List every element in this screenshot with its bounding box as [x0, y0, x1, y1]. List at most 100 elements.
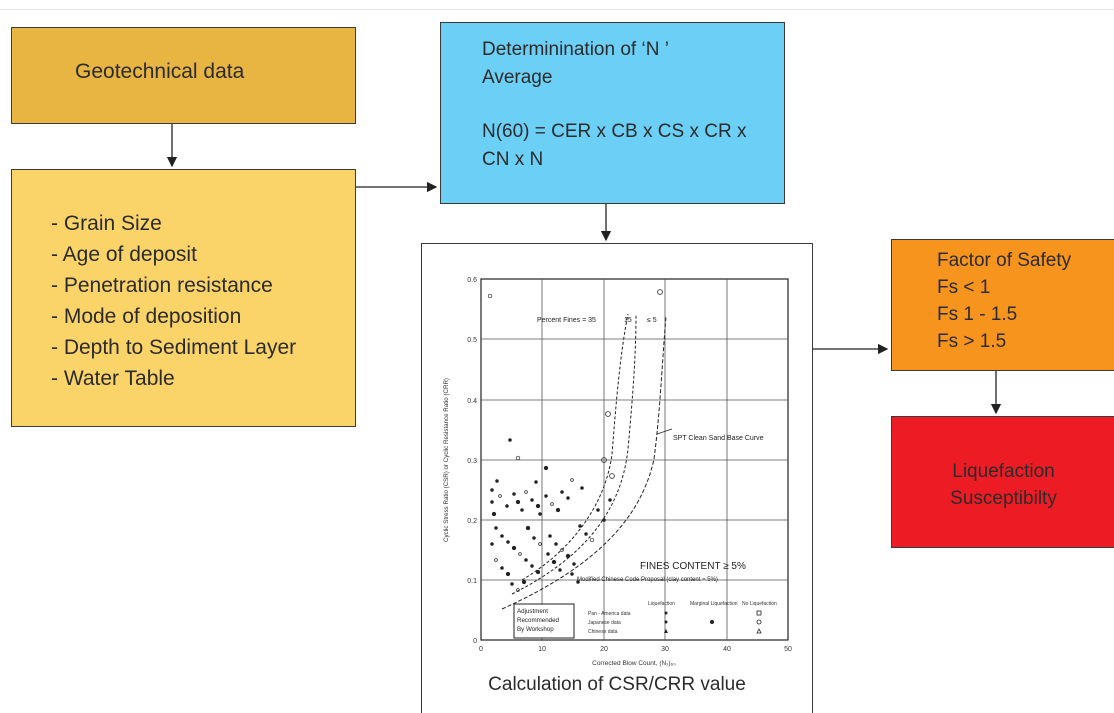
- scatter-point: [498, 494, 502, 498]
- curve-fines-5: [501, 315, 667, 610]
- scatter-point: [508, 438, 512, 442]
- legend-row-pan-america: Pan - America data: [588, 611, 631, 617]
- legend-row-chinese: Chinese data: [588, 629, 618, 635]
- legend-markers: [664, 610, 762, 634]
- y-tick-0-1: 0.1: [467, 578, 477, 585]
- y-tick-0-3: 0.3: [467, 458, 477, 465]
- fs-greater-than-1-5: Fs > 1.5: [937, 331, 1007, 352]
- scatter-point: [525, 525, 531, 531]
- scatter-point: [505, 571, 511, 577]
- y-tick-0-2: 0.2: [467, 518, 477, 525]
- x-tick-50: 50: [784, 646, 792, 653]
- scatter-point: [490, 500, 494, 504]
- scatter-point: [516, 588, 520, 592]
- scatter-point: [535, 503, 541, 509]
- parameter-water-table: - Water Table: [51, 367, 175, 390]
- x-axis-label: Corrected Blow Count, (N₁)₆₀: [592, 660, 676, 667]
- factor-of-safety-box: Factor of Safety Fs < 1 Fs 1 - 1.5 Fs > …: [891, 239, 1114, 371]
- percent-fines-15-label: 15: [624, 317, 632, 324]
- scatter-point: [548, 534, 552, 538]
- liquefaction-susceptibility-label: Liquefaction Susceptibilty: [892, 458, 1114, 512]
- scatter-point: [518, 552, 522, 556]
- parameter-penetration-resistance: - Penetration resistance: [51, 274, 273, 297]
- legend-header-no-liquefaction: No Liquefaction: [742, 601, 777, 607]
- curve-fines-15: [511, 313, 637, 595]
- scatter-point: [566, 496, 570, 500]
- scatter-point: [560, 490, 564, 494]
- plot-legend: Liquefaction Marginal Liquefaction No Li…: [588, 601, 777, 635]
- parameter-list: - Grain Size - Age of deposit - Penetrat…: [51, 208, 296, 394]
- scatter-point-open: [601, 457, 607, 463]
- scatter-point: [530, 498, 534, 502]
- geotechnical-data-box: Geotechnical data: [11, 27, 356, 124]
- curve-fines-35: [521, 313, 629, 581]
- y-tick-0: 0: [473, 638, 477, 645]
- parameter-age-of-deposit: - Age of deposit: [51, 243, 197, 266]
- x-tick-10: 10: [538, 646, 546, 653]
- scatter-point: [515, 499, 521, 505]
- scatter-point: [570, 478, 574, 482]
- adjustment-line2: Recommended: [517, 617, 560, 624]
- scatter-point: [487, 293, 493, 299]
- top-divider: [0, 9, 1114, 10]
- fs-less-than-1: Fs < 1: [937, 277, 991, 298]
- parameter-mode-of-deposition: - Mode of deposition: [51, 305, 242, 328]
- scatter-point: [543, 465, 549, 471]
- scatter-point: [576, 580, 580, 584]
- scatter-point: [584, 532, 588, 536]
- scatter-point: [551, 559, 557, 565]
- x-tick-40: 40: [723, 646, 731, 653]
- n-average-box: Determinination of ‘N ’ Average N(60) = …: [440, 22, 785, 204]
- scatter-point: [524, 558, 528, 562]
- csr-crr-chart-box: 0.6 0.5 0.4 0.3 0.2 0.1 0 0 10 20 30 40 …: [421, 243, 813, 713]
- liquefaction-label-line2: Susceptibilty: [950, 488, 1057, 509]
- plot-grid: [481, 279, 788, 640]
- x-tick-30: 30: [661, 646, 669, 653]
- legend-header-marginal: Marginal Liquefaction: [690, 601, 738, 607]
- scatter-point: [560, 548, 564, 552]
- percent-fines-5-label: ≤ 5: [647, 317, 657, 324]
- n-average-title: Determinination of ‘N ’: [482, 39, 669, 60]
- scatter-point: [572, 562, 576, 566]
- scatter-point: [532, 536, 536, 540]
- spt-base-curve-label: SPT Clean Sand Base Curve: [673, 435, 764, 442]
- legend-row-japanese: Japanese data: [588, 620, 621, 626]
- x-tick-20: 20: [600, 646, 608, 653]
- liquefaction-susceptibility-box: Liquefaction Susceptibilty: [891, 416, 1114, 548]
- geotechnical-parameters-box: - Grain Size - Age of deposit - Penetrat…: [11, 169, 356, 427]
- scatter-point: [565, 553, 571, 559]
- scatter-point: [500, 534, 504, 538]
- scatter-point: [495, 479, 499, 483]
- scatter-point: [546, 552, 550, 556]
- fines-content-label: FINES CONTENT ≥ 5%: [640, 561, 746, 572]
- plot-frame: [480, 278, 789, 641]
- scatter-point: [580, 486, 584, 490]
- scatter-point: [578, 524, 582, 528]
- scatter-point: [490, 488, 494, 492]
- y-tick-0-4: 0.4: [467, 398, 477, 405]
- scatter-point: [491, 511, 497, 517]
- scatter-point: [570, 572, 574, 576]
- adjustment-line3: By Workshop: [517, 626, 554, 633]
- n60-formula-line1: N(60) = CER x CB x CS x CR x: [482, 121, 747, 142]
- scatter-point: [521, 579, 527, 585]
- scatter-point: [538, 512, 542, 516]
- scatter-point: [515, 455, 521, 461]
- legend-header-liquefaction: Liquefaction: [648, 601, 675, 607]
- n60-formula-line2: CN x N: [482, 149, 544, 170]
- scatter-point: [535, 569, 541, 575]
- parameter-grain-size: - Grain Size: [51, 212, 162, 235]
- scatter-point: [505, 504, 509, 508]
- scatter-point: [558, 568, 562, 572]
- scatter-point: [538, 542, 542, 546]
- scatter-point: [500, 566, 504, 570]
- scatter-point: [494, 526, 498, 530]
- y-axis-label: Cyclic Stress Ratio (CSR) or Cyclic Resi…: [443, 378, 450, 542]
- scatter-point: [494, 558, 498, 562]
- scatter-point: [596, 508, 600, 512]
- scatter-point: [608, 498, 612, 502]
- csr-crr-plot: 0.6 0.5 0.4 0.3 0.2 0.1 0 0 10 20 30 40 …: [443, 277, 792, 667]
- y-tick-0-5: 0.5: [467, 337, 477, 344]
- scatter-point: [524, 490, 528, 494]
